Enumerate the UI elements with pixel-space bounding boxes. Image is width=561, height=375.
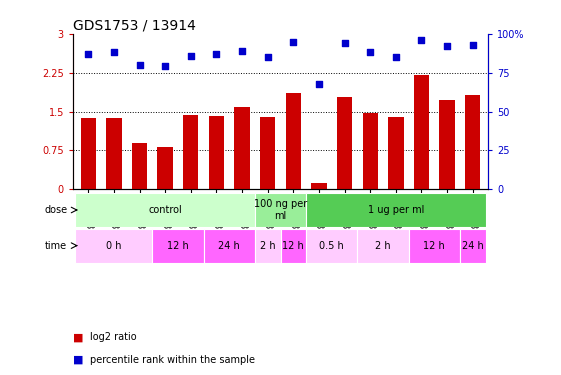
Point xyxy=(366,50,375,55)
Point xyxy=(84,51,93,57)
Text: 2 h: 2 h xyxy=(375,241,391,250)
Text: ■: ■ xyxy=(73,355,84,365)
Bar xyxy=(362,112,378,189)
Point xyxy=(443,43,452,49)
Text: ■: ■ xyxy=(73,333,84,342)
Point xyxy=(263,54,272,60)
Bar xyxy=(286,93,301,189)
Text: percentile rank within the sample: percentile rank within the sample xyxy=(90,355,255,365)
Point xyxy=(417,37,426,43)
Bar xyxy=(337,97,352,189)
Text: 0.5 h: 0.5 h xyxy=(319,241,344,250)
Bar xyxy=(414,75,429,189)
Bar xyxy=(280,229,306,262)
Text: control: control xyxy=(148,205,182,215)
Bar xyxy=(465,95,480,189)
Bar xyxy=(408,229,460,262)
Bar xyxy=(106,118,122,189)
Bar xyxy=(306,193,485,227)
Point xyxy=(212,51,221,57)
Point xyxy=(340,40,349,46)
Bar xyxy=(311,183,327,189)
Text: dose: dose xyxy=(44,205,67,215)
Bar xyxy=(357,229,408,262)
Point xyxy=(315,81,324,87)
Text: 12 h: 12 h xyxy=(424,241,445,250)
Bar xyxy=(209,116,224,189)
Bar xyxy=(234,107,250,189)
Text: 2 h: 2 h xyxy=(260,241,275,250)
Bar xyxy=(388,117,403,189)
Text: time: time xyxy=(45,241,67,250)
Bar xyxy=(183,115,199,189)
Text: 0 h: 0 h xyxy=(106,241,122,250)
Text: GDS1753 / 13914: GDS1753 / 13914 xyxy=(73,19,196,33)
Bar xyxy=(132,143,147,189)
Text: 12 h: 12 h xyxy=(282,241,304,250)
Point xyxy=(289,39,298,45)
Point xyxy=(135,62,144,68)
Text: 1 ug per ml: 1 ug per ml xyxy=(367,205,424,215)
Text: 24 h: 24 h xyxy=(218,241,240,250)
Bar xyxy=(306,229,357,262)
Bar xyxy=(153,229,204,262)
Point xyxy=(160,63,169,69)
Point xyxy=(186,53,195,58)
Text: 12 h: 12 h xyxy=(167,241,189,250)
Point xyxy=(392,54,401,60)
Text: 100 ng per
ml: 100 ng per ml xyxy=(254,199,307,221)
Point xyxy=(109,50,118,55)
Bar xyxy=(439,100,455,189)
Bar xyxy=(255,193,306,227)
Bar xyxy=(260,117,275,189)
Bar xyxy=(460,229,485,262)
Bar xyxy=(76,193,255,227)
Bar xyxy=(81,118,96,189)
Point xyxy=(468,42,477,48)
Text: 24 h: 24 h xyxy=(462,241,484,250)
Text: log2 ratio: log2 ratio xyxy=(90,333,136,342)
Bar xyxy=(255,229,280,262)
Bar xyxy=(204,229,255,262)
Point xyxy=(237,48,246,54)
Bar xyxy=(158,147,173,189)
Bar xyxy=(76,229,153,262)
